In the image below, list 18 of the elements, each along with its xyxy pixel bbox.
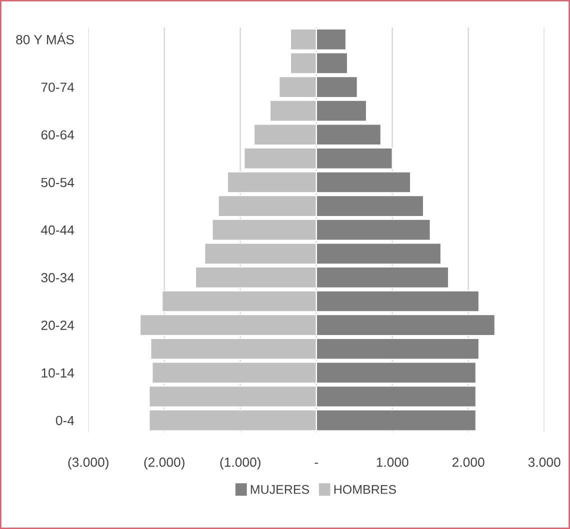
x-tick-label: 3.000 xyxy=(528,458,560,467)
x-tick-label: (2.000) xyxy=(144,457,184,470)
y-tick-label: 80 Y MÁS xyxy=(16,32,74,44)
x-tick-label: (1.000) xyxy=(220,457,260,470)
x-tick-label: - xyxy=(314,462,318,464)
y-tick-label: 0-4 xyxy=(56,416,74,426)
y-tick-label: 10-14 xyxy=(42,368,74,378)
legend-label: MUJERES xyxy=(250,485,310,494)
x-tick-label: 1.000 xyxy=(376,458,408,467)
y-tick-label: 60-64 xyxy=(41,130,74,140)
legend-label: HOMBRES xyxy=(334,485,396,494)
y-tick-label: 40-44 xyxy=(41,225,74,235)
y-tick-label: 20-24 xyxy=(41,320,74,330)
x-tick-label: 2.000 xyxy=(452,458,484,467)
y-tick-label: 70-74 xyxy=(41,82,74,92)
y-tick-label: 30-34 xyxy=(41,273,74,282)
x-tick-label: (3.000) xyxy=(68,457,108,470)
y-tick-label: 50-54 xyxy=(41,178,74,188)
